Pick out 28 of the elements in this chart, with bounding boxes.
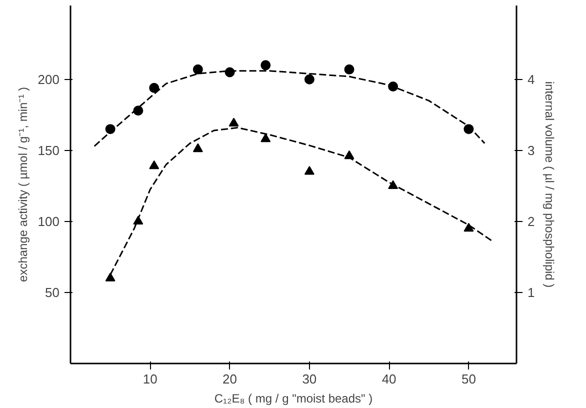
point	[228, 118, 239, 127]
point	[304, 166, 314, 175]
y2-tick-label: 1	[528, 284, 535, 300]
y-tick-label: 100	[38, 214, 60, 229]
point	[192, 64, 203, 74]
x-tick-label: 20	[222, 372, 238, 386]
y-axis-title: exchange activity ( µmol / g⁻¹, min⁻¹ )	[16, 87, 30, 282]
y2-tick-label: 4	[528, 72, 535, 87]
point	[464, 222, 474, 232]
y-tick-label: 150	[38, 142, 60, 158]
point	[304, 74, 314, 84]
point	[149, 160, 160, 170]
point	[260, 133, 271, 142]
y2-tick-label: 2	[528, 214, 535, 229]
point	[344, 64, 354, 74]
x-axis-title: C₁₂E₈ ( mg / g "moist beads" )	[214, 392, 373, 406]
point	[260, 60, 271, 70]
y-tick-label: 50	[45, 284, 60, 300]
point	[149, 82, 160, 93]
x-tick-label: 10	[142, 372, 158, 386]
x-tick-label: 50	[461, 372, 476, 386]
y2-tick-label: 3	[528, 142, 535, 158]
x-tick-label: 40	[382, 372, 396, 386]
y-tick-label: 200	[38, 72, 60, 87]
point	[192, 143, 203, 152]
y2-axis-title: internal volume ( µl / mg phospholipid )	[542, 81, 557, 288]
x-tick-label: 30	[302, 372, 317, 386]
point	[105, 272, 116, 282]
